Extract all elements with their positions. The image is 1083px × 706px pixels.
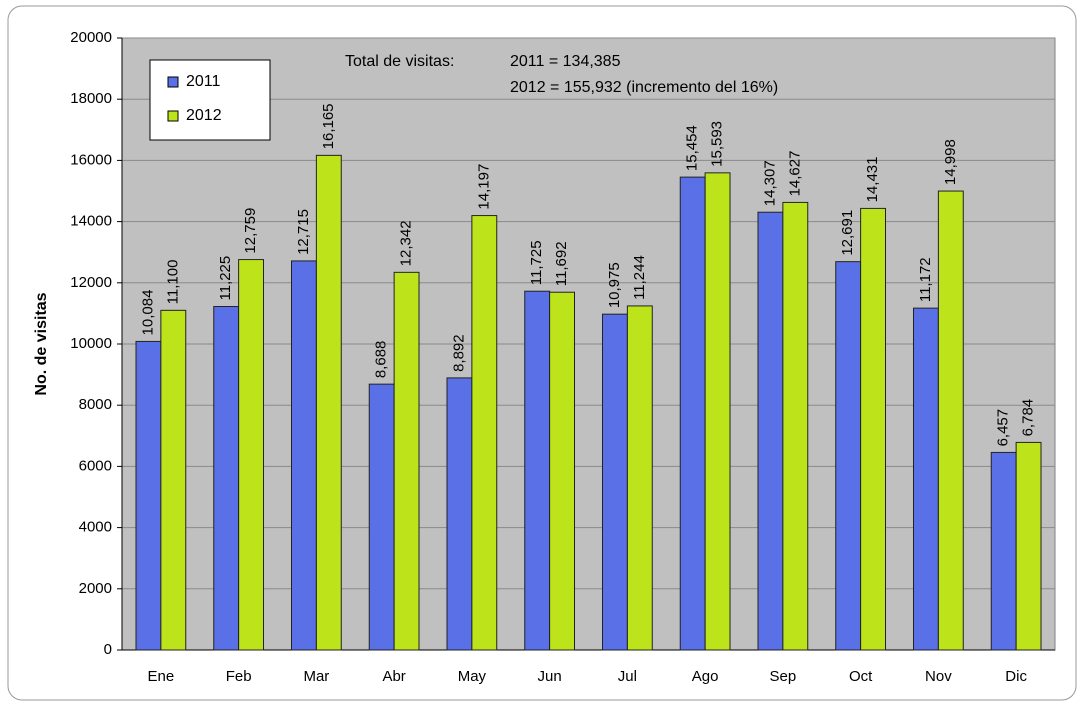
annotation: 2011 = 134,385	[510, 53, 621, 70]
bar	[315, 154, 342, 651]
data-label: 14,307	[761, 160, 778, 206]
x-tick-label: Feb	[226, 668, 252, 685]
data-label: 11,225	[217, 256, 234, 301]
x-tick-label: Jun	[538, 668, 562, 685]
y-tick-label: 20000	[70, 29, 112, 46]
y-tick-label: 18000	[70, 90, 112, 107]
bar	[549, 291, 576, 651]
data-label: 12,691	[839, 210, 856, 256]
data-label: 16,165	[320, 103, 337, 149]
bar	[626, 305, 653, 651]
legend-swatch	[167, 76, 179, 88]
x-tick-label: Mar	[303, 668, 329, 685]
data-label: 10,975	[606, 262, 623, 308]
bar	[213, 306, 240, 651]
bar	[937, 190, 964, 651]
bar	[782, 201, 809, 651]
bar	[160, 309, 187, 651]
y-tick-label: 0	[104, 641, 112, 658]
data-label: 6,457	[995, 409, 1012, 447]
bar	[990, 451, 1017, 651]
bar	[524, 290, 551, 651]
data-label: 11,692	[553, 241, 570, 286]
bar	[135, 340, 162, 651]
data-label: 10,084	[139, 290, 156, 336]
bar	[835, 261, 862, 651]
legend-label: 2012	[186, 107, 222, 124]
bar	[912, 307, 939, 651]
annotation: 2012 = 155,932 (incremento del 16%)	[510, 79, 778, 96]
y-axis-label: No. de visitas	[33, 292, 50, 395]
y-tick-label: 4000	[79, 519, 112, 536]
x-tick-label: Ago	[692, 668, 719, 685]
data-label: 15,593	[709, 121, 726, 167]
bar	[704, 172, 731, 651]
bar	[471, 215, 498, 651]
data-label: 12,342	[398, 220, 415, 266]
y-tick-label: 12000	[70, 274, 112, 291]
data-label: 15,454	[684, 125, 701, 171]
data-label: 11,100	[164, 260, 181, 305]
data-label: 12,715	[295, 209, 312, 255]
x-tick-label: Oct	[849, 668, 873, 685]
bar	[290, 260, 317, 651]
legend-swatch	[167, 110, 179, 122]
data-label: 14,197	[475, 164, 492, 210]
x-tick-label: Dic	[1005, 668, 1027, 685]
data-label: 11,244	[631, 255, 648, 300]
x-tick-label: Abr	[382, 668, 405, 685]
y-tick-label: 16000	[70, 151, 112, 168]
y-tick-label: 8000	[79, 396, 112, 413]
x-tick-label: Jul	[618, 668, 637, 685]
y-tick-label: 6000	[79, 457, 112, 474]
data-label: 8,892	[450, 334, 467, 372]
data-label: 6,784	[1020, 399, 1037, 437]
data-label: 11,725	[528, 240, 545, 285]
y-tick-label: 14000	[70, 213, 112, 230]
bar	[238, 259, 265, 651]
x-tick-label: May	[458, 668, 487, 685]
data-label: 14,998	[942, 139, 959, 185]
bar	[393, 271, 420, 651]
legend-box	[149, 59, 271, 141]
data-label: 14,431	[864, 157, 881, 203]
data-label: 8,688	[373, 341, 390, 379]
y-tick-label: 10000	[70, 335, 112, 352]
bar	[860, 207, 887, 651]
data-label: 11,172	[917, 257, 934, 302]
bar	[757, 211, 784, 651]
data-label: 12,759	[242, 208, 259, 254]
bar	[1015, 441, 1042, 651]
x-tick-label: Ene	[148, 668, 175, 685]
bar	[679, 176, 706, 651]
bar	[368, 383, 395, 651]
bar	[601, 313, 628, 651]
y-tick-label: 2000	[79, 580, 112, 597]
x-tick-label: Nov	[925, 668, 952, 685]
annotation: Total de visitas:	[345, 53, 454, 70]
bar	[446, 377, 473, 651]
x-tick-label: Sep	[770, 668, 797, 685]
legend-label: 2011	[186, 73, 221, 90]
data-label: 14,627	[786, 151, 803, 197]
